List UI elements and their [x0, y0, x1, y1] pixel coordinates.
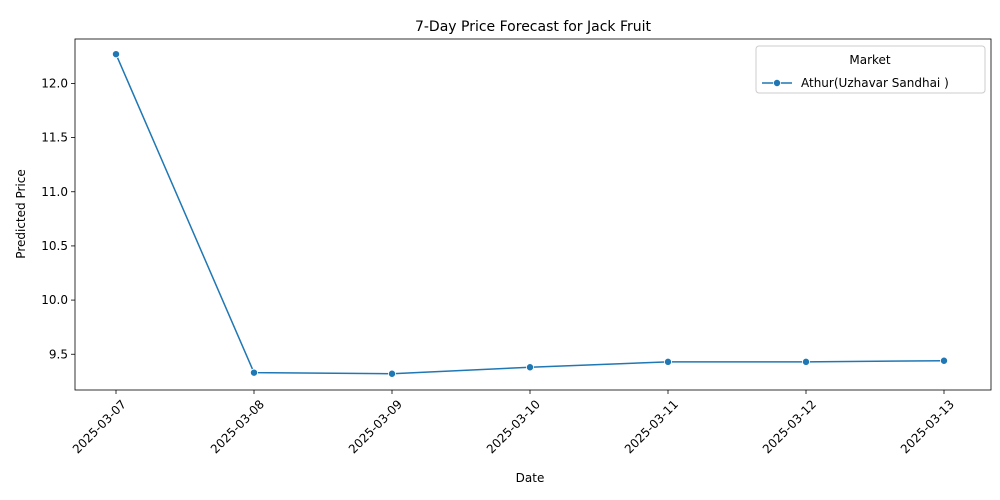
plot-area [74, 38, 992, 391]
data-point [940, 356, 949, 365]
data-point [526, 363, 535, 372]
y-tick-label: 11.5 [41, 131, 68, 145]
data-point [802, 357, 811, 366]
y-tick-label: 10.0 [41, 293, 68, 307]
series-layer [112, 50, 949, 378]
y-tick-label: 9.5 [49, 347, 68, 361]
data-point [664, 357, 673, 366]
legend-marker-swatch [773, 79, 782, 88]
y-tick-label: 11.0 [41, 185, 68, 199]
y-axis: 9.5 10.0 10.5 11.0 11.5 12.0 [41, 76, 75, 361]
legend-frame [755, 45, 986, 94]
legend-label: Athur(Uzhavar Sandhai ) [801, 76, 949, 90]
chart-title: 7-Day Price Forecast for Jack Fruit [415, 19, 652, 35]
y-tick-label: 10.5 [41, 239, 68, 253]
data-point [387, 369, 396, 378]
legend: Market Athur(Uzhavar Sandhai ) [755, 45, 986, 94]
x-axis-title: Date [516, 471, 545, 485]
legend-title: Market [849, 53, 891, 67]
y-tick-label: 12.0 [41, 76, 68, 90]
y-axis-title: Predicted Price [14, 169, 28, 258]
data-point [112, 50, 121, 59]
data-point [249, 368, 258, 377]
